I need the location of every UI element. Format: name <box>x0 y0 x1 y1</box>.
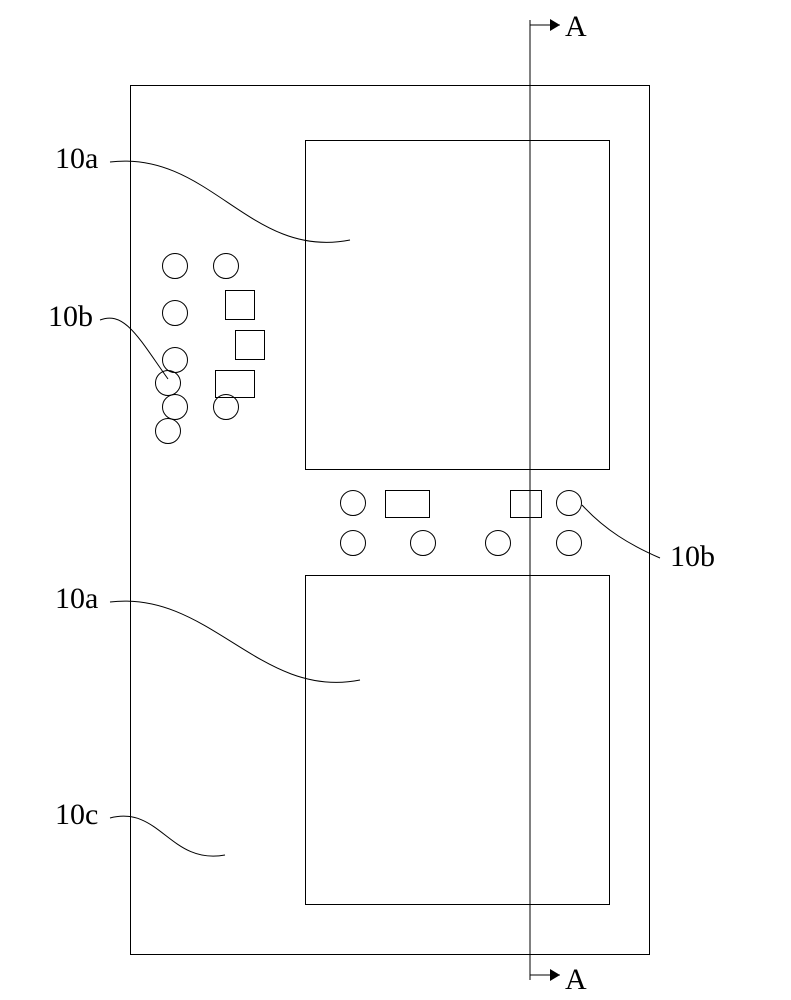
mc-11 <box>410 530 436 556</box>
lc-30 <box>162 394 188 420</box>
section-arrow-top <box>530 19 560 31</box>
section-arrow-bottom <box>530 969 560 981</box>
label-10a-2: 10a <box>55 582 98 616</box>
lc-31 <box>213 394 239 420</box>
left-sq-2 <box>235 330 265 360</box>
label-A-bottom: A <box>565 963 587 997</box>
lc-10 <box>162 300 188 326</box>
label-10a-1: 10a <box>55 142 98 176</box>
mc-12 <box>485 530 511 556</box>
mc-13 <box>556 530 582 556</box>
label-10b-1: 10b <box>48 300 93 334</box>
lc-00 <box>162 253 188 279</box>
lc-01 <box>213 253 239 279</box>
mid-sq-2 <box>510 490 542 518</box>
label-10c: 10c <box>55 798 98 832</box>
label-10b-2: 10b <box>670 540 715 574</box>
mc-01 <box>556 490 582 516</box>
label-A-top: A <box>565 10 587 44</box>
lower-block <box>305 575 610 905</box>
lc-extra-b <box>155 418 181 444</box>
lc-extra-a <box>155 370 181 396</box>
left-sq-1 <box>225 290 255 320</box>
mc-10 <box>340 530 366 556</box>
upper-block <box>305 140 610 470</box>
mc-00 <box>340 490 366 516</box>
diagram-stage: A A 10a 10b 10a 10c 10b <box>0 0 791 1000</box>
mid-sq-1 <box>385 490 430 518</box>
